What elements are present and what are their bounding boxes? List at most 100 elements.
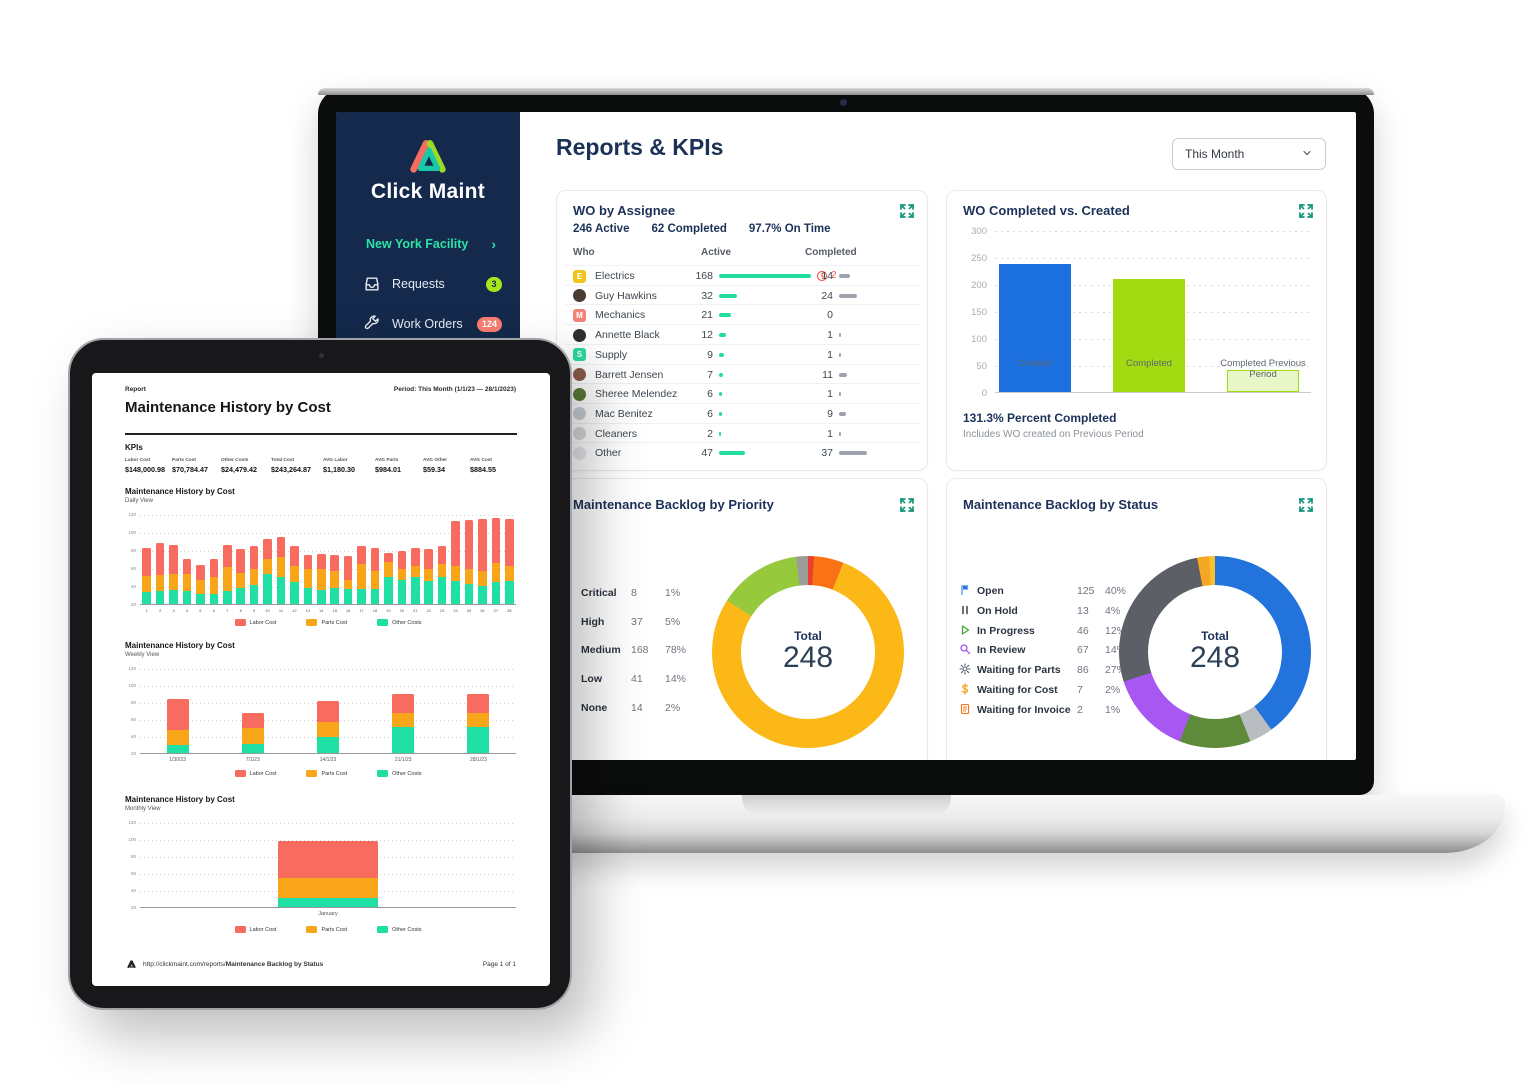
active-bar xyxy=(719,352,724,357)
parts-segment xyxy=(278,878,378,898)
chart-legend: Labor Cost Parts Cost Other Costs xyxy=(140,770,516,777)
legend-swatch xyxy=(234,619,246,626)
sidebar-item-requests[interactable]: Requests 3 xyxy=(362,272,502,296)
legend-percent: 78% xyxy=(665,644,687,657)
stacked-bar xyxy=(223,544,232,604)
x-axis-label: 3 xyxy=(172,608,175,613)
expand-icon[interactable] xyxy=(1298,497,1314,513)
table-row[interactable]: Annette Black 12 1 xyxy=(565,324,921,344)
other-segment xyxy=(478,586,487,604)
parts-segment xyxy=(209,577,219,595)
legend-label: Labor Cost xyxy=(249,770,277,777)
completed-bar xyxy=(839,352,841,357)
legend-label: Waiting for Invoice xyxy=(977,703,1071,716)
other-segment xyxy=(249,585,259,604)
kpi-labor-cost: Labor Cost $148,000.98 xyxy=(125,458,172,474)
expand-icon[interactable] xyxy=(1298,203,1314,219)
x-axis-label: 4 xyxy=(185,608,189,613)
sidebar-item-work-orders[interactable]: Work Orders 124 xyxy=(362,312,502,336)
legend-value: 13 xyxy=(1077,604,1089,617)
gridline xyxy=(140,533,516,534)
expand-icon[interactable] xyxy=(899,203,915,219)
labor-segment xyxy=(263,539,272,559)
legend-item-parts-cost: Parts Cost xyxy=(306,619,347,626)
table-row[interactable]: Guy Hawkins 32 24 xyxy=(565,284,921,305)
other-segment xyxy=(370,588,380,604)
legend-label: Waiting for Parts xyxy=(977,664,1061,677)
gridline xyxy=(140,823,516,824)
y-axis-tick: 80 xyxy=(130,548,136,553)
expand-icon[interactable] xyxy=(899,497,915,513)
x-axis-label: Completed Previous Period xyxy=(1220,358,1306,380)
legend-item-labor-cost: Labor Cost xyxy=(234,619,276,626)
legend-label: None xyxy=(581,701,608,714)
report-url: http://clickmaint.com/reports/Maintenanc… xyxy=(143,961,324,968)
stacked-bar xyxy=(155,542,165,604)
stacked-bar xyxy=(278,840,378,907)
completed-bar xyxy=(839,431,841,436)
donut-ring: Total 248 xyxy=(712,556,904,748)
parts-segment xyxy=(392,713,415,728)
table-row[interactable]: E Electrics 168 2 14 xyxy=(565,265,921,285)
donut-hole xyxy=(741,585,875,719)
legend-percent: 1% xyxy=(665,587,681,599)
table-row[interactable]: Sheree Melendez 6 1 xyxy=(565,383,921,403)
other-segment xyxy=(236,587,245,604)
stacked-bar xyxy=(437,546,447,604)
y-axis-tick: 0 xyxy=(981,388,987,399)
kpi-avg-other: AVG Other $59.34 xyxy=(423,458,470,474)
sidebar-item-badge: 124 xyxy=(476,316,502,332)
other-segment xyxy=(276,577,286,604)
table-row[interactable]: S Supply 9 1 xyxy=(565,343,921,364)
y-axis-tick: 20 xyxy=(130,905,136,910)
stacked-bar xyxy=(263,539,272,604)
clickmaint-logo-icon xyxy=(336,130,520,176)
bar-created xyxy=(999,264,1071,392)
table-row[interactable]: Cleaners 2 1 xyxy=(565,422,921,443)
x-axis-label: 17 xyxy=(359,608,364,613)
other-segment xyxy=(467,727,490,753)
legend-value: 67 xyxy=(1077,644,1089,657)
assignee-name: Other xyxy=(595,447,622,460)
kpi-label: AVG Labor xyxy=(323,458,348,463)
labor-segment xyxy=(223,544,232,568)
parts-segment xyxy=(142,576,151,593)
period-dropdown[interactable]: This Month xyxy=(1172,138,1326,170)
table-row[interactable]: Barrett Jensen 7 11 xyxy=(565,363,921,384)
gear-icon xyxy=(959,663,971,675)
table-row[interactable]: Other 47 37 xyxy=(565,442,921,462)
labor-segment xyxy=(142,548,151,577)
parts-segment xyxy=(317,721,339,737)
x-axis-label: 20 xyxy=(399,608,405,613)
avatar xyxy=(573,387,586,401)
panel-wo-completed-vs-created: WO Completed vs. Created 0 50 100 150 200 250… xyxy=(946,190,1327,471)
table-row[interactable]: M Mechanics 21 0 xyxy=(565,304,921,324)
completed-count: 1 xyxy=(827,329,833,342)
completed-bar xyxy=(839,293,857,298)
stacked-bar xyxy=(303,555,313,604)
avatar xyxy=(573,427,586,441)
parts-segment xyxy=(491,562,501,582)
labor-segment xyxy=(467,694,490,714)
other-segment xyxy=(397,579,407,604)
legend-value: 41 xyxy=(631,673,643,686)
facility-selector[interactable]: New York Facility › xyxy=(366,236,496,252)
x-axis-label: 27 xyxy=(493,608,499,613)
panel-wo-by-assignee: WO by Assignee 246 Active 62 Completed 97.… xyxy=(556,190,928,471)
y-axis-tick: 120 xyxy=(128,512,136,517)
active-bar xyxy=(719,451,745,456)
legend-value: 14 xyxy=(631,701,643,714)
chart-legend: Labor Cost Parts Cost Other Costs xyxy=(140,619,516,626)
legend-value: 168 xyxy=(631,644,649,657)
chart-subtitle: Weekly View xyxy=(125,652,160,658)
legend-value: 2 xyxy=(1077,703,1083,716)
stacked-bar xyxy=(411,548,420,604)
table-row[interactable]: Mac Benitez 6 9 xyxy=(565,402,921,423)
brand: Click Maint xyxy=(336,130,520,204)
stacked-bar xyxy=(166,698,189,753)
completed-count: 1 xyxy=(827,348,833,361)
kpi-label: Labor Cost xyxy=(125,458,151,463)
gridline xyxy=(140,569,516,570)
other-segment xyxy=(166,745,189,753)
